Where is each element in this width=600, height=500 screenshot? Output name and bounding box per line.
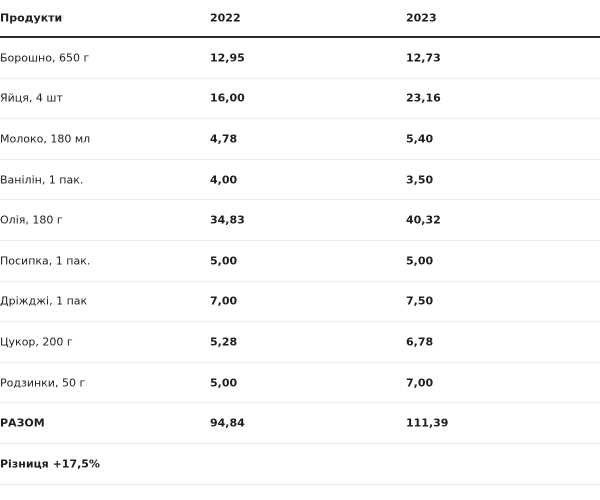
price-2022: 5,00 — [210, 254, 238, 268]
price-2023: 5,40 — [406, 132, 434, 146]
table-row: Родзинки, 50 г 5,00 7,00 — [0, 363, 600, 404]
table-row: Дріжджі, 1 пак 7,00 7,50 — [0, 282, 600, 323]
product-name: Олія, 180 г — [0, 213, 63, 227]
header-products: Продукти — [0, 11, 63, 25]
price-2022: 16,00 — [210, 91, 245, 105]
table-header-row: Продукти 2022 2023 — [0, 0, 600, 38]
table-row: Молоко, 180 мл 4,78 5,40 — [0, 119, 600, 160]
price-2022: 5,28 — [210, 335, 238, 349]
product-name: Цукор, 200 г — [0, 335, 73, 349]
price-2023: 3,50 — [406, 173, 434, 187]
table-row: Олія, 180 г 34,83 40,32 — [0, 200, 600, 241]
product-name: Борошно, 650 г — [0, 51, 90, 65]
price-2022: 7,00 — [210, 294, 238, 308]
header-year-2023: 2023 — [406, 11, 437, 25]
table-row: Борошно, 650 г 12,95 12,73 — [0, 38, 600, 79]
product-name: Ванілін, 1 пак. — [0, 173, 84, 187]
table-row: Яйця, 4 шт 16,00 23,16 — [0, 79, 600, 120]
product-name: Посипка, 1 пак. — [0, 254, 91, 268]
product-name: Дріжджі, 1 пак — [0, 294, 88, 308]
table-row: Ванілін, 1 пак. 4,00 3,50 — [0, 160, 600, 201]
total-2022: 94,84 — [210, 416, 245, 430]
total-row: РАЗОМ 94,84 111,39 — [0, 403, 600, 444]
header-year-2022: 2022 — [210, 11, 241, 25]
total-label: РАЗОМ — [0, 416, 45, 430]
price-2022: 4,78 — [210, 132, 238, 146]
price-2023: 12,73 — [406, 51, 441, 65]
price-2022: 34,83 — [210, 213, 245, 227]
price-2023: 40,32 — [406, 213, 441, 227]
table-row: Посипка, 1 пак. 5,00 5,00 — [0, 241, 600, 282]
price-2022: 12,95 — [210, 51, 245, 65]
price-2023: 23,16 — [406, 91, 441, 105]
price-2023: 7,00 — [406, 376, 434, 390]
product-name: Яйця, 4 шт — [0, 91, 63, 105]
product-name: Молоко, 180 мл — [0, 132, 91, 146]
price-2023: 5,00 — [406, 254, 434, 268]
price-2023: 7,50 — [406, 294, 434, 308]
price-2022: 4,00 — [210, 173, 238, 187]
difference-row: Різниця +17,5% — [0, 444, 600, 485]
price-comparison-table: Продукти 2022 2023 Борошно, 650 г 12,95 … — [0, 0, 600, 485]
total-2023: 111,39 — [406, 416, 449, 430]
price-2023: 6,78 — [406, 335, 434, 349]
difference-label: Різниця +17,5% — [0, 457, 100, 471]
product-name: Родзинки, 50 г — [0, 376, 86, 390]
price-2022: 5,00 — [210, 376, 238, 390]
table-row: Цукор, 200 г 5,28 6,78 — [0, 322, 600, 363]
